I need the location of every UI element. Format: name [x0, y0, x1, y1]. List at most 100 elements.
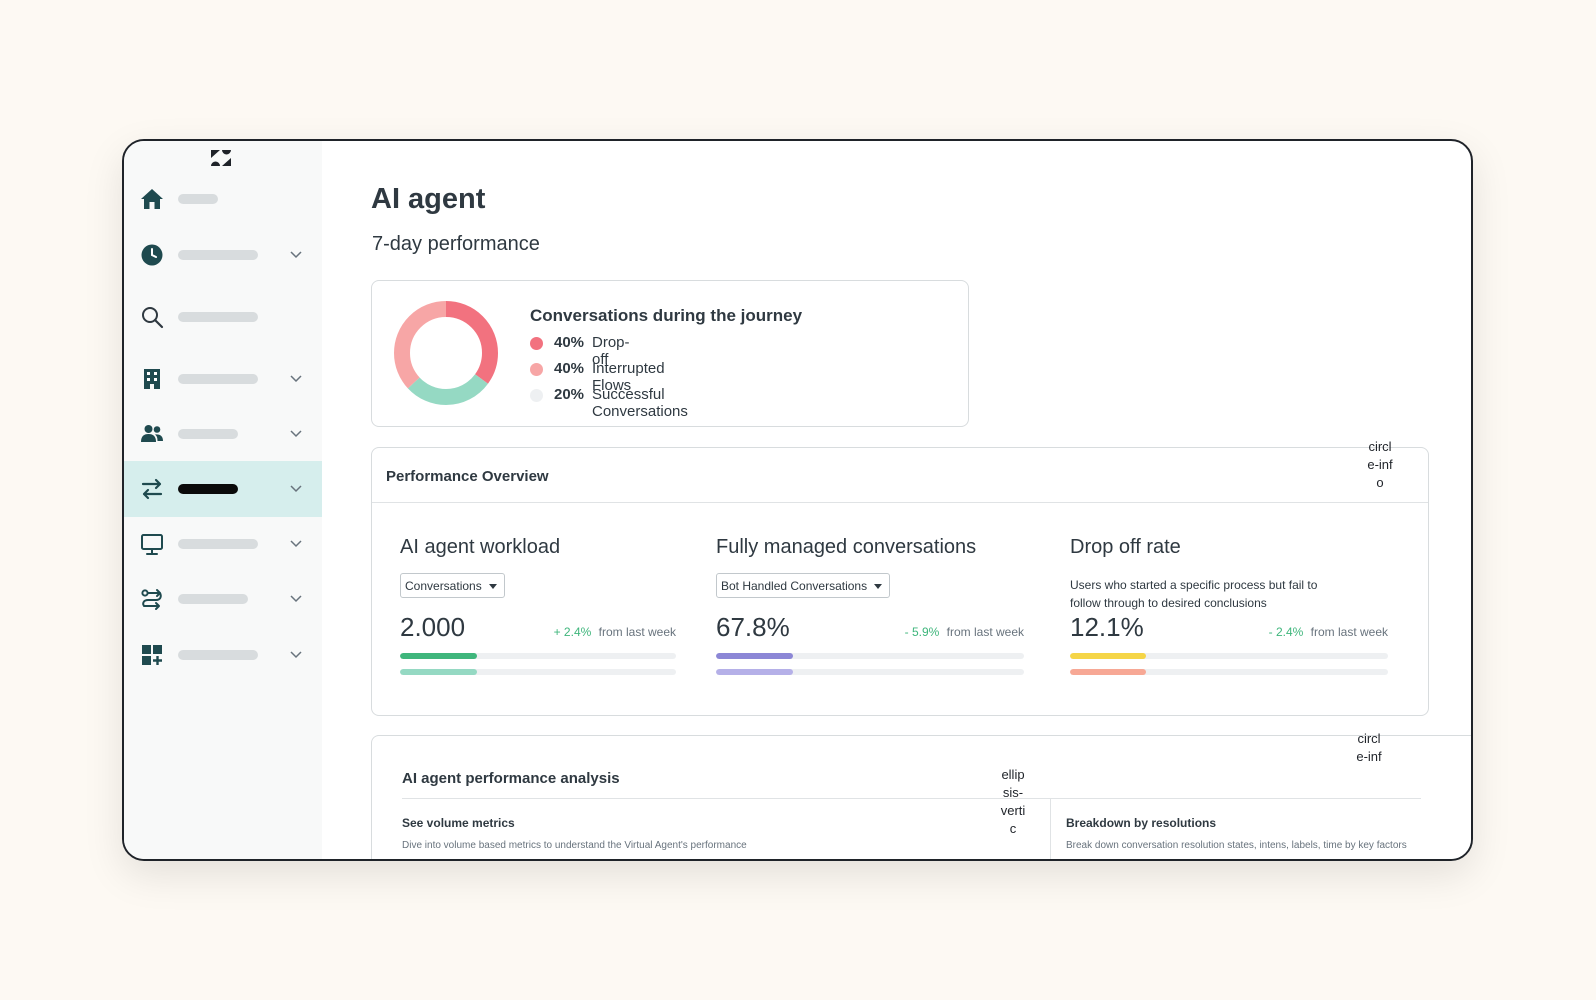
caret-down-icon [874, 584, 883, 589]
chevron-down-icon[interactable] [288, 370, 304, 386]
metric-value: 2.000 [400, 612, 466, 642]
sidebar-item-label-placeholder [178, 539, 258, 549]
search-icon [142, 307, 164, 329]
circle-info-icon[interactable]: circle-inf [1356, 731, 1382, 764]
progress-bar [400, 669, 676, 675]
legend-label: Drop-off [592, 334, 630, 368]
chevron-down-icon[interactable] [288, 246, 304, 262]
metric-title: Drop off rate [1070, 536, 1181, 558]
metric-delta-ref: from last week [946, 625, 1024, 639]
volume-metrics-description: Dive into volume based metrics to unders… [402, 840, 747, 851]
legend-percent: 40% [554, 360, 585, 377]
metric-change: - 5.9% from last week [905, 625, 1024, 639]
sidebar-item-label-placeholder [178, 650, 258, 660]
select-value: Conversations [405, 579, 482, 593]
metric-value: 12.1% [1070, 612, 1144, 642]
metric-value: 67.8% [716, 612, 790, 642]
main-content: AI agent 7-day performance Conversations… [322, 141, 1471, 859]
chevron-down-icon[interactable] [288, 535, 304, 551]
sidebar-item-recent[interactable] [124, 227, 322, 283]
legend-dot [530, 337, 543, 350]
metric-delta-ref: from last week [598, 625, 676, 639]
sidebar-item-search[interactable] [124, 289, 322, 345]
sidebar [124, 141, 322, 859]
chevron-down-icon[interactable] [288, 425, 304, 441]
sidebar-item-routing[interactable] [124, 571, 322, 627]
sidebar-item-apps[interactable] [124, 627, 322, 683]
building-icon [144, 369, 160, 389]
donut-segment-2 [394, 301, 498, 405]
analysis-title: AI agent performance analysis [402, 770, 620, 787]
performance-overview-header: Performance Overview [372, 448, 1428, 503]
progress-fill [400, 653, 478, 659]
divider [1050, 798, 1051, 859]
chevron-down-icon[interactable] [288, 480, 304, 496]
donut-chart [394, 301, 498, 405]
ellipsis-vertical-icon[interactable]: ellipsis-vertic [1000, 767, 1026, 836]
chevron-down-icon[interactable] [288, 590, 304, 606]
page-title: AI agent [371, 183, 486, 215]
divider [402, 798, 1421, 799]
progress-bar [1070, 669, 1388, 675]
metric-select-dropdown[interactable]: Conversations [400, 573, 505, 598]
metric-title: AI agent workload [400, 536, 561, 558]
users-icon [141, 425, 163, 442]
route-arrows-icon [141, 589, 162, 610]
breakdown-resolutions-title[interactable]: Breakdown by resolutions [1066, 816, 1217, 830]
metric-description: Users who started a specific process but… [1070, 578, 1318, 610]
chevron-down-icon[interactable] [288, 646, 304, 662]
metric-change: + 2.4% from last week [554, 625, 676, 639]
metric-select-dropdown[interactable]: Bot Handled Conversations [716, 573, 891, 598]
progress-bar [1070, 653, 1388, 659]
select-value: Bot Handled Conversations [721, 579, 868, 593]
legend-label: Interrupted Flows [592, 360, 665, 394]
arrows-exchange-icon [141, 478, 163, 500]
metric-title: Fully managed conversations [716, 536, 977, 558]
progress-fill [716, 669, 793, 675]
sidebar-item-workspaces[interactable] [124, 516, 322, 572]
sidebar-item-label-placeholder [178, 429, 238, 439]
breakdown-resolutions-description: Break down conversation resolution state… [1066, 840, 1407, 851]
metric-delta-ref: from last week [1310, 625, 1388, 639]
zendesk-logo-icon[interactable] [210, 149, 232, 167]
page-subtitle: 7-day performance [372, 233, 540, 255]
legend-dot [530, 389, 543, 402]
sidebar-item-label-placeholder [178, 374, 258, 384]
sidebar-item-label-placeholder [178, 594, 248, 604]
sidebar-item-label-placeholder [178, 312, 258, 322]
progress-fill [716, 653, 793, 659]
legend-percent: 20% [554, 386, 585, 403]
performance-analysis-card: AI agent performance analysis circle-inf… [371, 731, 1471, 859]
metric-delta: - 2.4% [1268, 625, 1304, 639]
circle-info-icon[interactable]: circle-info [1367, 439, 1393, 490]
metric-delta: - 5.9% [904, 625, 940, 639]
progress-fill [400, 669, 478, 675]
legend-percent: 40% [554, 334, 585, 351]
sidebar-item-label-placeholder [178, 194, 218, 204]
journey-title: Conversations during the journey [530, 306, 803, 325]
progress-bar [716, 653, 1024, 659]
monitor-icon [141, 534, 163, 555]
legend-dot [530, 363, 543, 376]
app-window: AI agent 7-day performance Conversations… [122, 139, 1473, 861]
sidebar-item-users[interactable] [124, 406, 322, 462]
sidebar-item-conversations[interactable] [124, 461, 322, 517]
caret-down-icon [488, 584, 497, 589]
metric-change: - 2.4% from last week [1269, 625, 1388, 639]
progress-fill [1070, 669, 1147, 675]
volume-metrics-title[interactable]: See volume metrics [402, 816, 515, 830]
home-icon [141, 189, 163, 209]
sidebar-item-label-placeholder [178, 484, 238, 494]
journey-card: Conversations during the journey 40% Dro… [371, 280, 969, 427]
legend-label: Successful Conversations [592, 386, 688, 420]
performance-overview-title: Performance Overview [386, 468, 549, 485]
donut-segment-1 [394, 301, 498, 405]
apps-add-icon [142, 645, 162, 665]
progress-bar [400, 653, 676, 659]
performance-overview-card: Performance Overview circle-info AI agen… [371, 439, 1429, 716]
sidebar-item-organizations[interactable] [124, 351, 322, 407]
progress-bar [716, 669, 1024, 675]
sidebar-item-label-placeholder [178, 250, 258, 260]
progress-fill [1070, 653, 1147, 659]
sidebar-item-home[interactable] [124, 171, 322, 227]
